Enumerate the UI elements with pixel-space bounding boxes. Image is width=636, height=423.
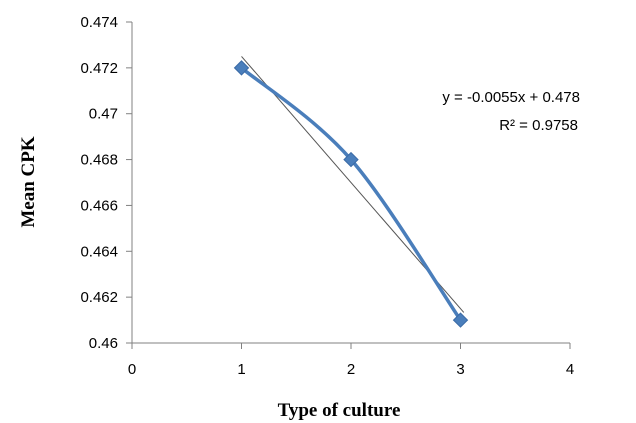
x-tick-label: 3 — [456, 361, 464, 378]
axes — [126, 21, 571, 349]
y-tick-label: 0.466 — [80, 197, 118, 214]
y-tick-label: 0.472 — [80, 60, 118, 77]
data-point — [233, 60, 250, 76]
series-line — [239, 66, 463, 322]
x-tick-label: 2 — [347, 361, 355, 378]
y-tick-label: 0.47 — [89, 106, 118, 123]
y-tick-label: 0.474 — [80, 14, 118, 31]
r-squared-label: R² = 0.9758 — [499, 117, 578, 134]
tick-labels: 0.46 0.462 0.464 0.466 0.468 0.47 0.472 0.474 0 1… — [80, 14, 574, 378]
plot-area — [233, 56, 469, 328]
y-axis-title: Mean CPK — [18, 136, 39, 228]
y-tick-label: 0.468 — [80, 152, 118, 169]
x-axis-title: Type of culture — [278, 400, 401, 421]
y-tick-label: 0.462 — [80, 289, 118, 306]
x-tick-label: 0 — [128, 361, 136, 378]
y-tick-label: 0.464 — [80, 243, 118, 260]
data-point — [452, 312, 469, 328]
data-point — [343, 151, 359, 168]
x-tick-label: 1 — [237, 361, 245, 378]
trendline-equation: y = -0.0055x + 0.478 — [442, 89, 580, 106]
y-tick-label: 0.46 — [89, 335, 118, 352]
x-tick-label: 4 — [566, 361, 574, 378]
